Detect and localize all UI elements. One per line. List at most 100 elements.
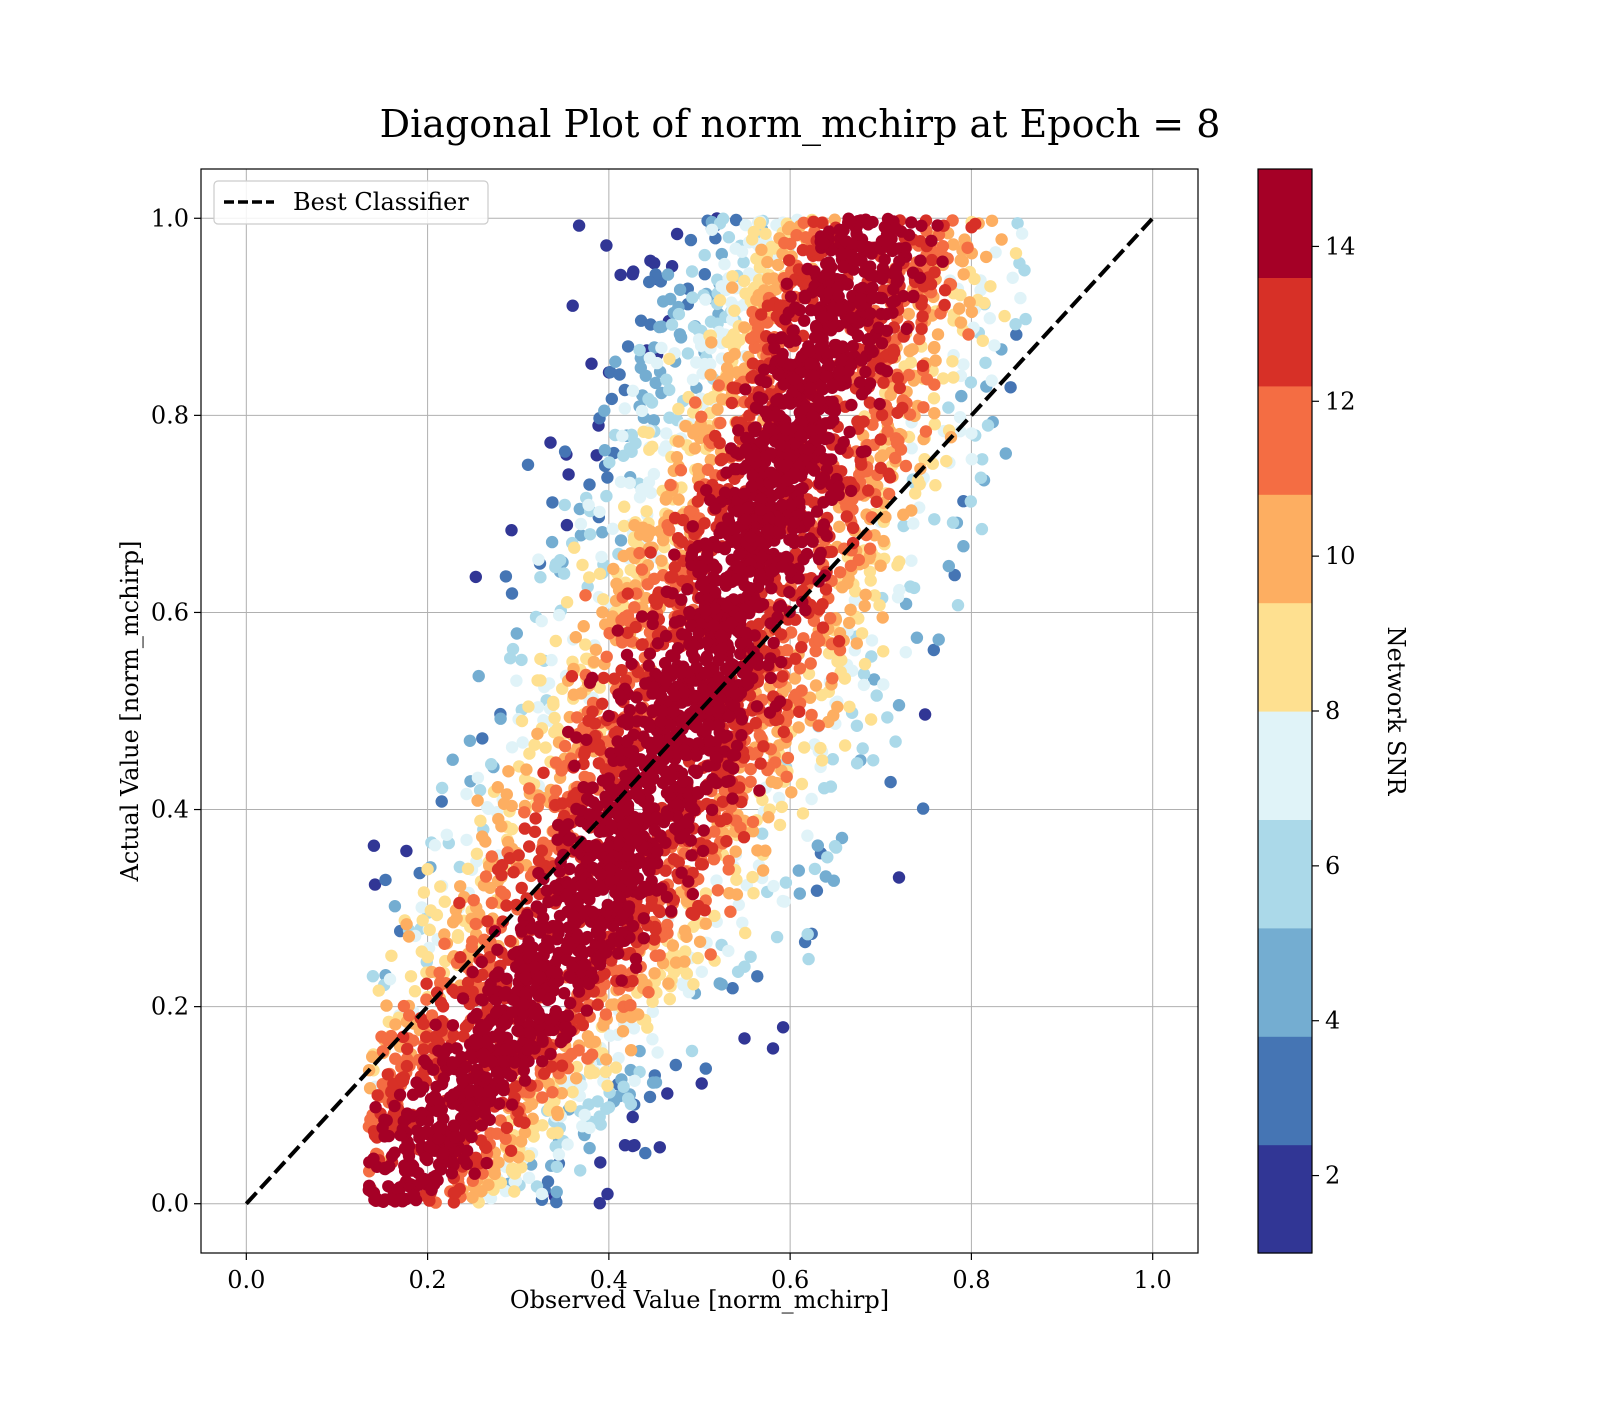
scatter-point <box>372 1089 384 1101</box>
scatter-point <box>551 920 563 932</box>
scatter-point <box>420 978 432 990</box>
scatter-point <box>712 884 724 896</box>
scatter-point <box>451 1042 463 1054</box>
scatter-point <box>608 673 620 685</box>
scatter-point <box>531 674 543 686</box>
scatter-point <box>447 1088 459 1100</box>
scatter-point <box>891 407 903 419</box>
scatter-point <box>471 848 483 860</box>
scatter-point <box>648 468 660 480</box>
scatter-point <box>439 896 451 908</box>
scatter-point <box>617 1081 629 1093</box>
scatter-point <box>551 933 563 945</box>
scatter-point <box>813 719 825 731</box>
scatter-point <box>470 571 482 583</box>
scatter-point <box>737 256 749 268</box>
scatter-point <box>809 863 821 875</box>
scatter-point <box>469 1168 481 1180</box>
scatter-point <box>675 867 687 879</box>
scatter-point <box>507 866 519 878</box>
scatter-point <box>502 765 514 777</box>
scatter-point <box>968 273 980 285</box>
scatter-point <box>928 407 940 419</box>
scatter-point <box>947 238 959 250</box>
scatter-point <box>728 463 740 475</box>
scatter-point <box>778 237 790 249</box>
scatter-point <box>856 354 868 366</box>
scatter-point <box>536 1036 548 1048</box>
scatter-point <box>400 918 412 930</box>
scatter-point <box>939 284 951 296</box>
scatter-point <box>587 796 599 808</box>
scatter-point <box>506 1162 518 1174</box>
scatter-point <box>546 496 558 508</box>
scatter-point <box>813 635 825 647</box>
scatter-point <box>871 689 883 701</box>
scatter-point <box>433 967 445 979</box>
scatter-point <box>607 783 619 795</box>
scatter-point <box>592 1095 604 1107</box>
scatter-point <box>613 368 625 380</box>
scatter-point <box>388 1147 400 1159</box>
scatter-point <box>767 1042 779 1054</box>
scatter-point <box>877 376 889 388</box>
scatter-point <box>568 542 580 554</box>
scatter-point <box>699 293 711 305</box>
scatter-point <box>662 977 674 989</box>
scatter-point <box>858 679 870 691</box>
scatter-point <box>914 478 926 490</box>
scatter-point <box>893 871 905 883</box>
scatter-point <box>650 593 662 605</box>
scatter-point <box>726 749 738 761</box>
scatter-point <box>581 1004 593 1016</box>
scatter-point <box>552 1109 564 1121</box>
scatter-point <box>505 524 517 536</box>
scatter-point <box>751 844 763 856</box>
scatter-point <box>672 642 684 654</box>
scatter-point <box>692 952 704 964</box>
scatter-point <box>583 808 595 820</box>
scatter-point <box>720 835 732 847</box>
scatter-point <box>522 459 534 471</box>
scatter-point <box>687 888 699 900</box>
scatter-point <box>638 881 650 893</box>
scatter-point <box>516 882 528 894</box>
scatter-point <box>664 993 676 1005</box>
scatter-point <box>790 689 802 701</box>
scatter-point <box>783 586 795 598</box>
scatter-point <box>451 912 463 924</box>
scatter-point <box>795 641 807 653</box>
scatter-point <box>481 1157 493 1169</box>
scatter-point <box>759 228 771 240</box>
scatter-point <box>977 335 989 347</box>
scatter-point <box>508 1185 520 1197</box>
scatter-point <box>728 699 740 711</box>
scatter-point <box>736 713 748 725</box>
scatter-point <box>876 409 888 421</box>
scatter-point <box>523 1026 535 1038</box>
scatter-point <box>835 248 847 260</box>
scatter-point <box>654 1141 666 1153</box>
scatter-point <box>453 897 465 909</box>
scatter-point <box>642 986 654 998</box>
scatter-point <box>655 342 667 354</box>
scatter-point <box>653 321 665 333</box>
scatter-point <box>651 1046 663 1058</box>
scatter-point <box>383 1160 395 1172</box>
scatter-point <box>781 278 793 290</box>
scatter-point <box>550 635 562 647</box>
scatter-point <box>570 631 582 643</box>
scatter-point <box>937 240 949 252</box>
scatter-point <box>714 294 726 306</box>
scatter-point <box>429 1018 441 1030</box>
scatter-point <box>742 678 754 690</box>
scatter-point <box>670 1059 682 1071</box>
scatter-point <box>612 809 624 821</box>
scatter-point <box>581 1052 593 1064</box>
scatter-point <box>900 646 912 658</box>
scatter-point <box>986 374 998 386</box>
scatter-point <box>688 764 700 776</box>
scatter-point <box>531 728 543 740</box>
scatter-point <box>876 273 888 285</box>
